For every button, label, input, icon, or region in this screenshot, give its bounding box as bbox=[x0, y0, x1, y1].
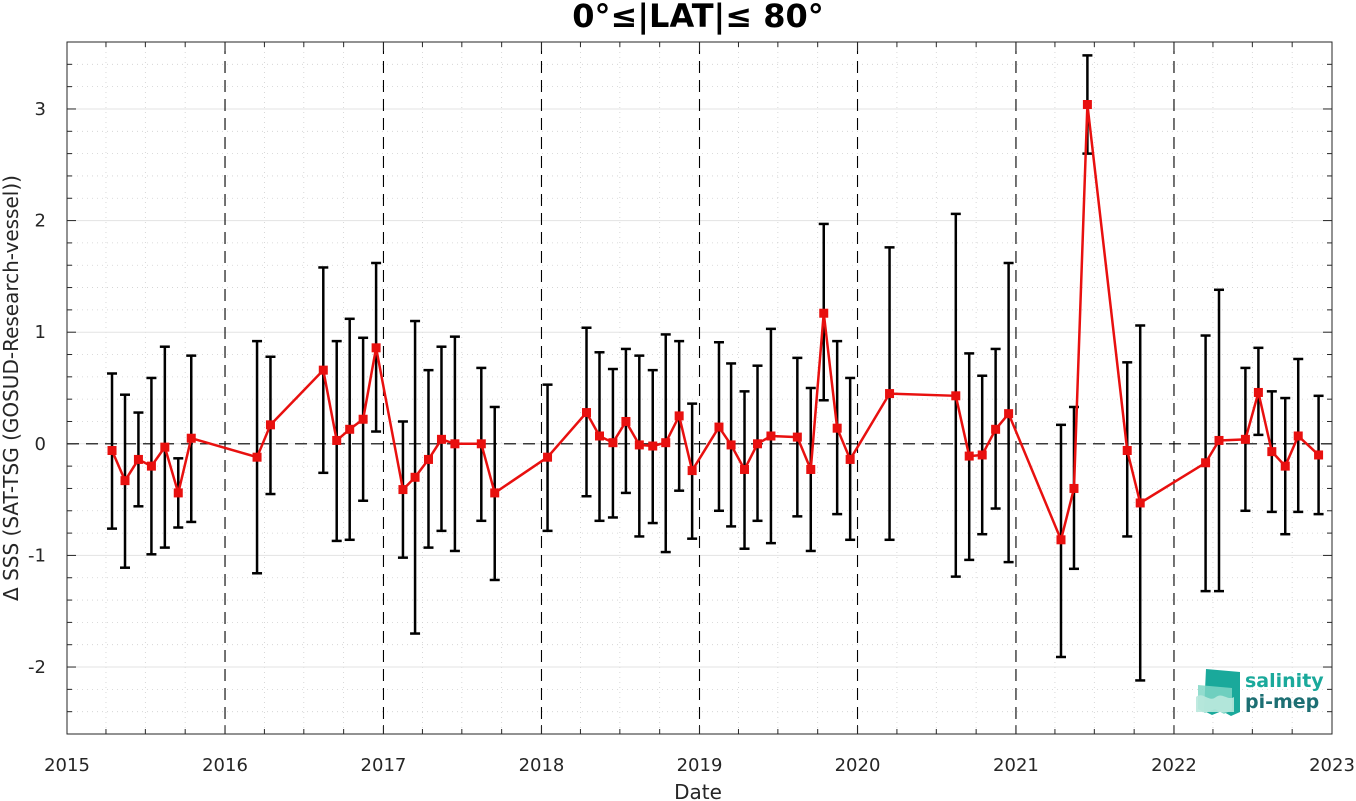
wave-logo-icon bbox=[1196, 669, 1240, 716]
data-point-marker bbox=[173, 488, 183, 498]
data-point-marker bbox=[964, 451, 974, 461]
data-point-marker bbox=[543, 452, 553, 462]
data-point-marker bbox=[1293, 431, 1303, 441]
data-point-marker bbox=[977, 450, 987, 460]
data-point-marker bbox=[490, 488, 500, 498]
data-point-marker bbox=[845, 454, 855, 464]
data-point-marker bbox=[594, 431, 604, 441]
data-point-marker bbox=[582, 408, 592, 418]
data-point-marker bbox=[648, 441, 658, 451]
data-point-marker bbox=[265, 420, 275, 430]
data-point-marker bbox=[885, 389, 895, 399]
data-point-marker bbox=[792, 432, 802, 442]
chart-title: 0°≤|LAT|≤ 80° bbox=[572, 0, 823, 36]
data-point-marker bbox=[740, 464, 750, 474]
data-point-marker bbox=[1004, 409, 1014, 419]
data-point-marker bbox=[1253, 387, 1263, 397]
data-point-marker bbox=[410, 472, 420, 482]
x-tick-label: 2018 bbox=[519, 755, 565, 776]
x-tick-label: 2022 bbox=[1151, 755, 1197, 776]
series-markers bbox=[107, 100, 1324, 545]
data-point-marker bbox=[371, 343, 381, 353]
x-tick-label: 2015 bbox=[44, 755, 90, 776]
series-line bbox=[110, 103, 1320, 542]
data-point-marker bbox=[1280, 461, 1290, 471]
data-point-marker bbox=[1214, 435, 1224, 445]
data-point-marker bbox=[332, 435, 342, 445]
error-bars bbox=[107, 54, 1324, 682]
data-point-marker bbox=[714, 422, 724, 432]
data-point-marker bbox=[806, 464, 816, 474]
axis-ticks bbox=[66, 41, 1333, 735]
data-point-marker bbox=[1267, 447, 1277, 457]
data-point-marker bbox=[687, 466, 697, 476]
x-tick-labels: 2015 2016 2017 2018 2019 2020 2021 2022 2023 bbox=[44, 755, 1355, 776]
series-polyline bbox=[110, 103, 1320, 542]
data-point-marker bbox=[634, 440, 644, 450]
x-tick-label: 2016 bbox=[202, 755, 248, 776]
data-point-marker bbox=[1069, 483, 1079, 493]
data-point-marker bbox=[608, 438, 618, 448]
y-tick-label: 2 bbox=[35, 211, 46, 232]
data-point-marker bbox=[358, 414, 368, 424]
y-tick-label: 3 bbox=[35, 99, 46, 120]
data-point-marker bbox=[436, 434, 446, 444]
data-point-marker bbox=[318, 365, 328, 375]
data-point-marker bbox=[133, 454, 143, 464]
data-point-marker bbox=[398, 485, 408, 495]
data-point-marker bbox=[1201, 458, 1211, 468]
data-point-marker bbox=[766, 431, 776, 441]
data-point-marker bbox=[1122, 446, 1132, 456]
data-point-marker bbox=[832, 423, 842, 433]
x-tick-label: 2019 bbox=[677, 755, 723, 776]
data-point-marker bbox=[107, 446, 117, 456]
data-point-marker bbox=[345, 424, 355, 434]
data-point-marker bbox=[819, 308, 829, 318]
x-axis-label: Date bbox=[674, 780, 722, 801]
data-point-marker bbox=[252, 452, 262, 462]
data-point-marker bbox=[1082, 100, 1092, 110]
data-point-marker bbox=[753, 439, 763, 449]
data-point-marker bbox=[186, 433, 196, 443]
data-point-marker bbox=[120, 476, 130, 486]
y-tick-labels: -2 -1 0 1 2 3 bbox=[28, 99, 46, 678]
logo-line-1: salinity bbox=[1245, 670, 1324, 692]
x-tick-label: 2020 bbox=[835, 755, 881, 776]
data-point-marker bbox=[160, 442, 170, 452]
data-point-marker bbox=[476, 439, 486, 449]
x-tick-label: 2021 bbox=[993, 755, 1039, 776]
y-tick-label: 0 bbox=[35, 434, 46, 455]
x-tick-label: 2023 bbox=[1309, 755, 1355, 776]
data-point-marker bbox=[450, 439, 460, 449]
logo-line-2: pi-mep bbox=[1245, 691, 1319, 713]
data-point-marker bbox=[991, 424, 1001, 434]
data-point-marker bbox=[621, 416, 631, 426]
data-point-marker bbox=[726, 440, 736, 450]
data-point-marker bbox=[1056, 535, 1066, 545]
data-point-marker bbox=[1240, 434, 1250, 444]
data-point-marker bbox=[674, 411, 684, 421]
data-point-marker bbox=[146, 461, 156, 471]
data-point-marker bbox=[951, 391, 961, 401]
y-axis-label: Δ SSS (SAT-TSG (GOSUD-Research-vessel)) bbox=[0, 175, 23, 601]
data-point-marker bbox=[423, 454, 433, 464]
y-tick-label: -1 bbox=[28, 545, 46, 566]
x-tick-label: 2017 bbox=[361, 755, 407, 776]
data-point-marker bbox=[1314, 450, 1324, 460]
salinity-pi-mep-logo: salinity pi-mep bbox=[1196, 669, 1324, 716]
data-point-marker bbox=[661, 438, 671, 448]
y-tick-label: 1 bbox=[35, 322, 46, 343]
data-point-marker bbox=[1135, 498, 1145, 508]
y-tick-label: -2 bbox=[28, 657, 46, 678]
